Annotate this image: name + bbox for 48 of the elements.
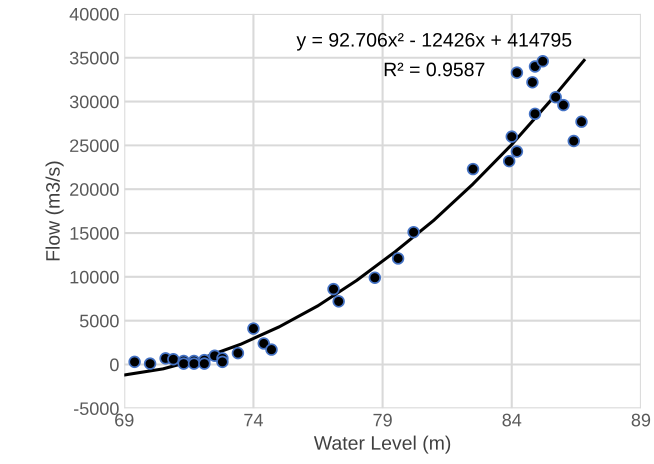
x-tick-label: 84 [502, 414, 522, 426]
point [466, 162, 480, 176]
point [258, 337, 270, 350]
point [536, 55, 549, 68]
point [332, 295, 345, 308]
point [368, 272, 382, 284]
point [232, 346, 244, 360]
point [557, 98, 570, 112]
point [407, 226, 420, 238]
line-series [124, 58, 586, 377]
point [568, 134, 580, 148]
point [510, 66, 524, 79]
point [177, 357, 190, 370]
point [216, 356, 229, 368]
x-tick-label: 69 [115, 414, 134, 426]
annotation: R² = 0.9587 [384, 62, 484, 76]
y-tick-label: 35000 [70, 52, 119, 64]
point [528, 108, 542, 120]
y-tick-label: 20000 [70, 183, 119, 196]
y-tick-label: 25000 [70, 139, 119, 152]
point [167, 353, 180, 366]
point [392, 252, 404, 265]
point [549, 90, 562, 104]
point [144, 357, 156, 370]
y-tick-label: 30000 [70, 96, 119, 108]
point [327, 282, 340, 296]
y-tick-label: -5000 [74, 402, 119, 416]
x-tick-label: 74 [244, 414, 263, 426]
point [510, 145, 524, 158]
point [188, 357, 200, 370]
x-tick-label: 89 [632, 414, 650, 426]
point [526, 76, 539, 88]
point [198, 357, 211, 370]
x-tick-label: 79 [373, 414, 392, 426]
y-tick-label: 15000 [70, 226, 119, 240]
point [128, 356, 141, 368]
y-tick-label: 40000 [70, 8, 119, 21]
y-tick-label: 0 [110, 358, 119, 372]
y-tick-label: 5000 [80, 314, 119, 328]
x-axis-title: Water Level (m) [314, 436, 450, 454]
annotation: y = 92.706x² - 12426x + 414795 [296, 32, 572, 51]
point [502, 154, 516, 168]
y-tick-label: 10000 [70, 270, 119, 284]
point [506, 130, 518, 143]
y-axis-title: Flow (m3/s) [46, 162, 64, 260]
point [265, 343, 278, 356]
point [247, 322, 260, 335]
point [575, 116, 588, 128]
